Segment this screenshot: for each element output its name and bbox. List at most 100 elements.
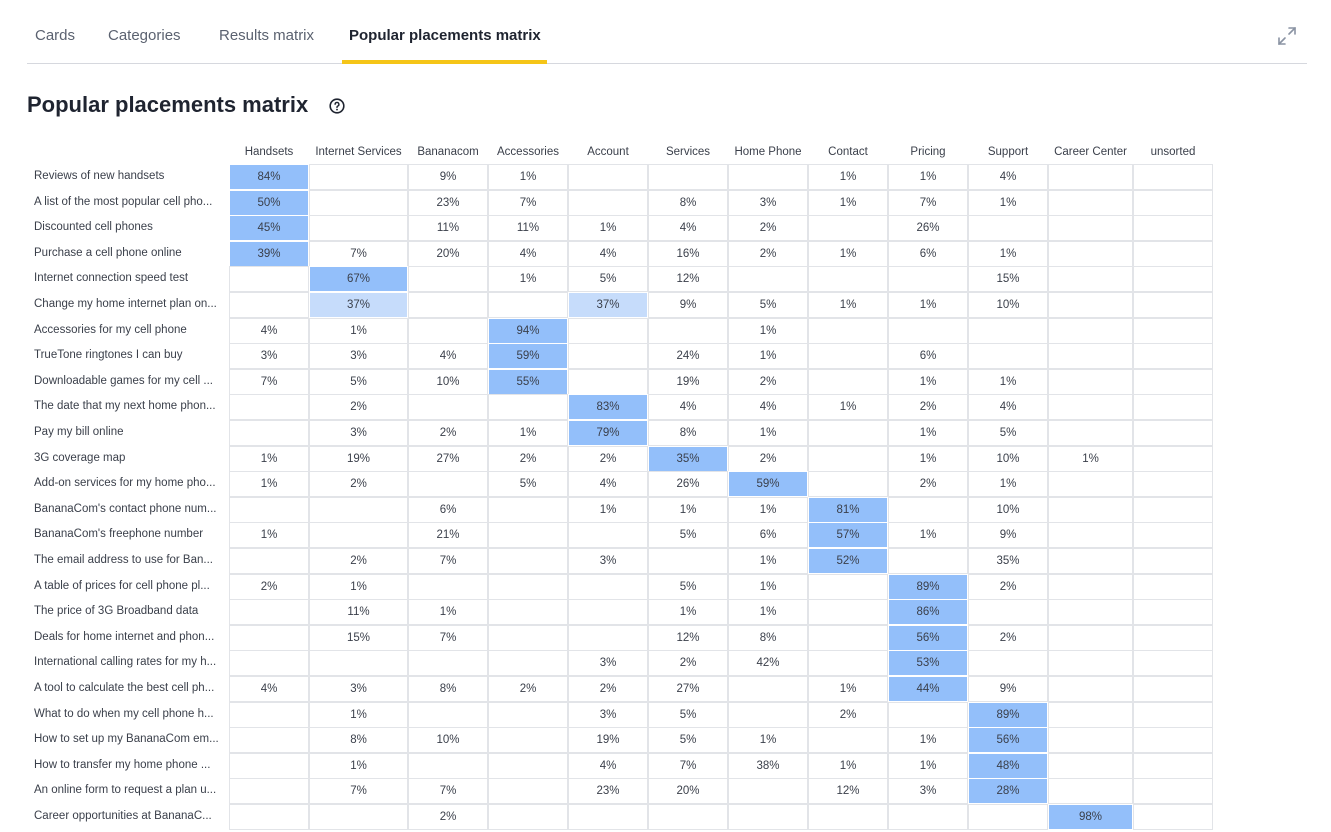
- matrix-cell[interactable]: [808, 343, 888, 369]
- matrix-cell[interactable]: 26%: [648, 471, 728, 497]
- matrix-cell[interactable]: [808, 650, 888, 676]
- matrix-cell[interactable]: 7%: [648, 753, 728, 779]
- matrix-cell[interactable]: 1%: [968, 471, 1048, 497]
- matrix-cell[interactable]: 1%: [309, 702, 408, 728]
- matrix-cell[interactable]: 12%: [648, 266, 728, 292]
- matrix-cell[interactable]: 1%: [888, 420, 968, 446]
- matrix-cell[interactable]: 52%: [808, 548, 888, 574]
- matrix-cell[interactable]: 57%: [808, 522, 888, 548]
- matrix-cell[interactable]: [488, 650, 568, 676]
- matrix-cell[interactable]: 98%: [1048, 804, 1133, 830]
- matrix-cell[interactable]: 3%: [888, 778, 968, 804]
- matrix-cell[interactable]: [488, 574, 568, 600]
- matrix-cell[interactable]: 10%: [968, 292, 1048, 318]
- matrix-cell[interactable]: 2%: [408, 420, 488, 446]
- matrix-cell[interactable]: [1048, 292, 1133, 318]
- matrix-cell[interactable]: [1133, 676, 1213, 702]
- matrix-cell[interactable]: 7%: [309, 241, 408, 267]
- matrix-cell[interactable]: 8%: [728, 625, 808, 651]
- matrix-cell[interactable]: [488, 292, 568, 318]
- matrix-cell[interactable]: [1048, 471, 1133, 497]
- matrix-cell[interactable]: 2%: [968, 625, 1048, 651]
- matrix-cell[interactable]: [1133, 471, 1213, 497]
- matrix-cell[interactable]: [1048, 318, 1133, 344]
- matrix-cell[interactable]: 5%: [309, 369, 408, 395]
- matrix-cell[interactable]: [229, 548, 309, 574]
- matrix-cell[interactable]: [1133, 497, 1213, 523]
- matrix-cell[interactable]: 1%: [728, 318, 808, 344]
- matrix-cell[interactable]: 1%: [309, 753, 408, 779]
- matrix-cell[interactable]: 1%: [888, 369, 968, 395]
- matrix-cell[interactable]: [408, 266, 488, 292]
- matrix-cell[interactable]: [1048, 599, 1133, 625]
- matrix-cell[interactable]: [968, 804, 1048, 830]
- matrix-cell[interactable]: 2%: [648, 650, 728, 676]
- matrix-cell[interactable]: [968, 650, 1048, 676]
- matrix-cell[interactable]: [1133, 394, 1213, 420]
- matrix-cell[interactable]: 4%: [229, 318, 309, 344]
- matrix-cell[interactable]: 3%: [568, 548, 648, 574]
- matrix-cell[interactable]: [648, 804, 728, 830]
- matrix-cell[interactable]: [808, 804, 888, 830]
- matrix-cell[interactable]: [1133, 625, 1213, 651]
- matrix-cell[interactable]: 2%: [728, 215, 808, 241]
- matrix-cell[interactable]: 7%: [408, 625, 488, 651]
- matrix-cell[interactable]: [229, 394, 309, 420]
- matrix-cell[interactable]: [1048, 420, 1133, 446]
- matrix-cell[interactable]: [888, 318, 968, 344]
- tab-results-matrix[interactable]: Results matrix: [219, 27, 315, 44]
- matrix-cell[interactable]: [888, 702, 968, 728]
- matrix-cell[interactable]: 2%: [488, 446, 568, 472]
- matrix-cell[interactable]: [808, 266, 888, 292]
- matrix-cell[interactable]: [229, 420, 309, 446]
- matrix-cell[interactable]: 12%: [648, 625, 728, 651]
- matrix-cell[interactable]: [808, 471, 888, 497]
- matrix-cell[interactable]: 12%: [808, 778, 888, 804]
- matrix-cell[interactable]: 2%: [808, 702, 888, 728]
- matrix-cell[interactable]: 15%: [968, 266, 1048, 292]
- matrix-cell[interactable]: [1133, 420, 1213, 446]
- matrix-cell[interactable]: 3%: [309, 343, 408, 369]
- matrix-cell[interactable]: 16%: [648, 241, 728, 267]
- matrix-cell[interactable]: 86%: [888, 599, 968, 625]
- matrix-cell[interactable]: [309, 215, 408, 241]
- matrix-cell[interactable]: 1%: [728, 343, 808, 369]
- matrix-cell[interactable]: [488, 394, 568, 420]
- matrix-cell[interactable]: [1133, 548, 1213, 574]
- matrix-cell[interactable]: 1%: [728, 599, 808, 625]
- matrix-cell[interactable]: 23%: [408, 190, 488, 216]
- matrix-cell[interactable]: 1%: [488, 420, 568, 446]
- matrix-cell[interactable]: 50%: [229, 190, 309, 216]
- matrix-cell[interactable]: 2%: [728, 369, 808, 395]
- matrix-cell[interactable]: [1048, 650, 1133, 676]
- matrix-cell[interactable]: [309, 650, 408, 676]
- matrix-cell[interactable]: 4%: [408, 343, 488, 369]
- matrix-cell[interactable]: [888, 548, 968, 574]
- matrix-cell[interactable]: [968, 318, 1048, 344]
- matrix-cell[interactable]: 27%: [408, 446, 488, 472]
- matrix-cell[interactable]: [568, 318, 648, 344]
- matrix-cell[interactable]: [1048, 727, 1133, 753]
- matrix-cell[interactable]: 48%: [968, 753, 1048, 779]
- matrix-cell[interactable]: [968, 343, 1048, 369]
- matrix-cell[interactable]: 89%: [888, 574, 968, 600]
- matrix-cell[interactable]: [1048, 548, 1133, 574]
- matrix-cell[interactable]: [309, 804, 408, 830]
- matrix-cell[interactable]: [888, 497, 968, 523]
- matrix-cell[interactable]: 24%: [648, 343, 728, 369]
- matrix-cell[interactable]: [488, 497, 568, 523]
- matrix-cell[interactable]: [229, 702, 309, 728]
- matrix-cell[interactable]: 55%: [488, 369, 568, 395]
- matrix-cell[interactable]: [808, 574, 888, 600]
- matrix-cell[interactable]: 1%: [888, 753, 968, 779]
- matrix-cell[interactable]: [728, 804, 808, 830]
- tab-popular-placements-matrix[interactable]: Popular placements matrix: [349, 27, 541, 44]
- matrix-cell[interactable]: [229, 778, 309, 804]
- matrix-cell[interactable]: [488, 522, 568, 548]
- matrix-cell[interactable]: [648, 548, 728, 574]
- matrix-cell[interactable]: 94%: [488, 318, 568, 344]
- matrix-cell[interactable]: 1%: [728, 497, 808, 523]
- matrix-cell[interactable]: 4%: [728, 394, 808, 420]
- matrix-cell[interactable]: 7%: [309, 778, 408, 804]
- matrix-cell[interactable]: [1048, 778, 1133, 804]
